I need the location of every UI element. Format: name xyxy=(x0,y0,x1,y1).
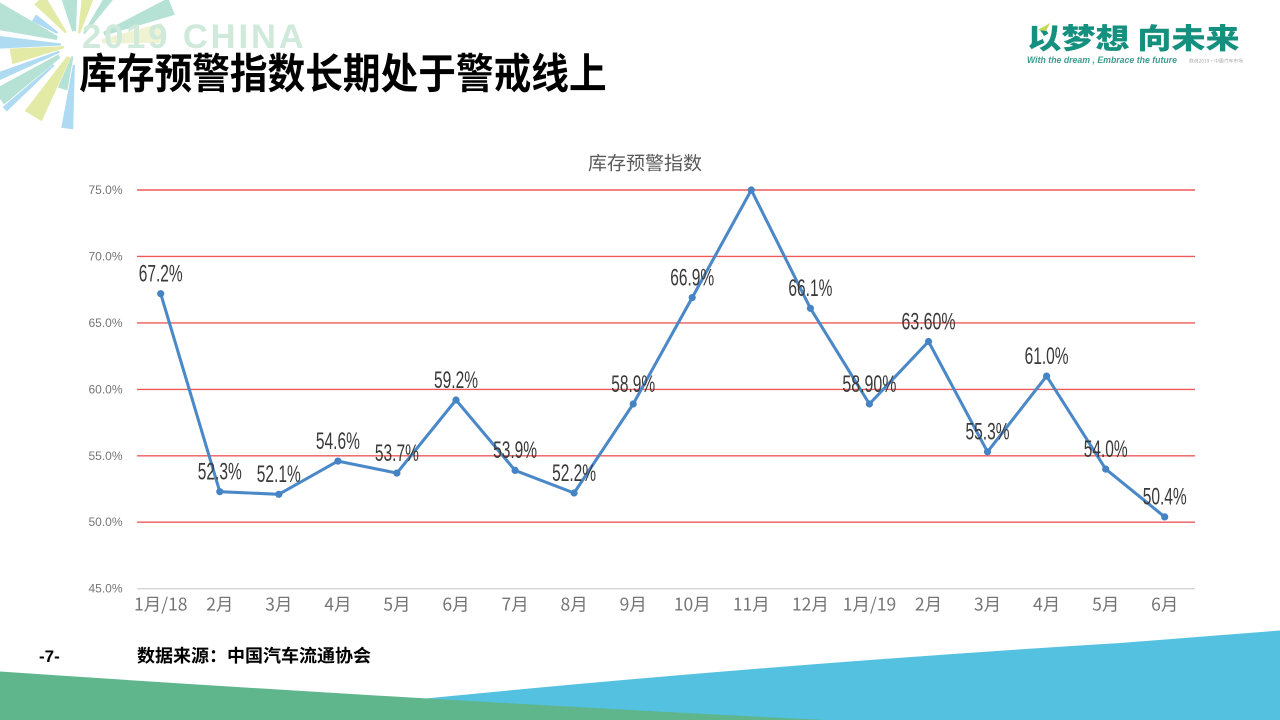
svg-text:50.0%: 50.0% xyxy=(88,515,122,529)
svg-text:63.60%: 63.60% xyxy=(902,308,956,335)
svg-text:59.2%: 59.2% xyxy=(434,367,478,394)
svg-text:58.9%: 58.9% xyxy=(611,371,655,398)
svg-text:52.3%: 52.3% xyxy=(198,459,242,486)
svg-text:53.7%: 53.7% xyxy=(375,440,419,467)
svg-text:2019 CHINA: 2019 CHINA xyxy=(82,18,307,56)
svg-text:66.1%: 66.1% xyxy=(788,275,832,302)
svg-text:65.0%: 65.0% xyxy=(88,316,122,330)
svg-text:67.2%: 67.2% xyxy=(139,261,183,288)
svg-text:53.9%: 53.9% xyxy=(493,437,537,464)
svg-text:54.6%: 54.6% xyxy=(316,428,360,455)
svg-text:70.0%: 70.0% xyxy=(88,249,122,263)
svg-text:-7-: -7- xyxy=(39,647,60,666)
svg-text:54.0%: 54.0% xyxy=(1084,436,1128,463)
svg-text:With the dream , Embrace the f: With the dream , Embrace the future xyxy=(1027,55,1178,66)
svg-text:66.9%: 66.9% xyxy=(670,264,714,291)
svg-text:52.1%: 52.1% xyxy=(257,461,301,488)
svg-text:60.0%: 60.0% xyxy=(88,382,122,396)
svg-text:55.0%: 55.0% xyxy=(88,449,122,463)
svg-text:55.3%: 55.3% xyxy=(966,419,1010,446)
svg-text:50.4%: 50.4% xyxy=(1143,484,1187,511)
svg-text:75.0%: 75.0% xyxy=(88,183,122,197)
svg-text:45.0%: 45.0% xyxy=(88,582,122,596)
svg-text:61.0%: 61.0% xyxy=(1025,343,1069,370)
svg-text:52.2%: 52.2% xyxy=(552,460,596,487)
svg-text:58.90%: 58.90% xyxy=(842,371,896,398)
